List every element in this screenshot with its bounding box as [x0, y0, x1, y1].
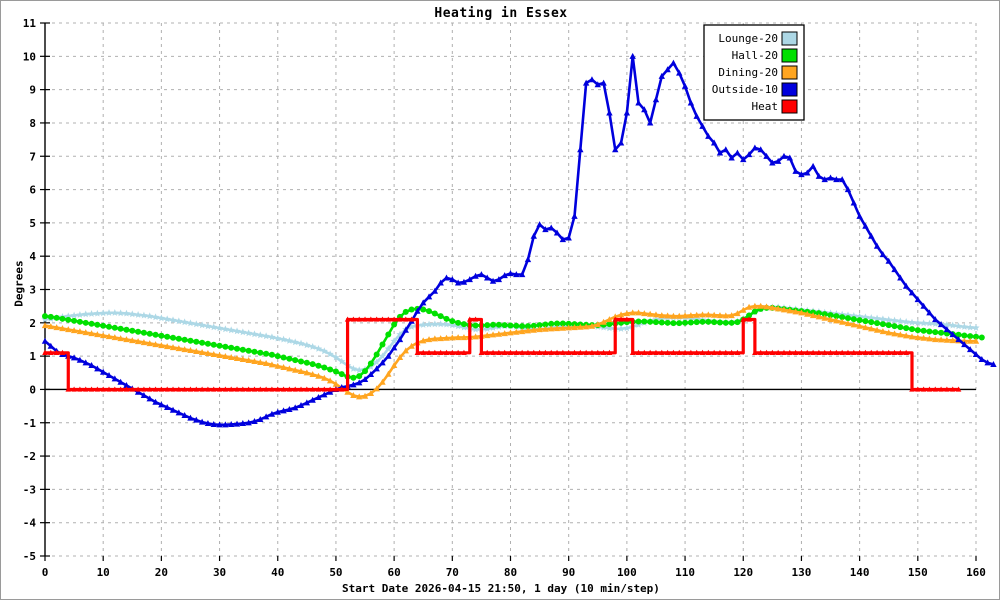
svg-text:10: 10: [97, 566, 110, 579]
legend-swatch-dining-20: [781, 65, 798, 80]
svg-text:50: 50: [329, 566, 342, 579]
x-axis-label: Start Date 2026-04-15 21:50, 1 day (10 m…: [342, 582, 660, 595]
grid-lines: [44, 22, 977, 557]
svg-text:100: 100: [617, 566, 637, 579]
data-series: [41, 52, 997, 428]
svg-text:20: 20: [155, 566, 168, 579]
legend-swatch-lounge-20: [781, 31, 798, 46]
legend-label-heat: Heat: [752, 100, 779, 113]
svg-text:160: 160: [966, 566, 986, 579]
svg-text:6: 6: [29, 184, 36, 197]
svg-text:140: 140: [850, 566, 870, 579]
svg-text:10: 10: [23, 50, 36, 63]
svg-text:0: 0: [42, 566, 49, 579]
svg-text:2: 2: [29, 317, 36, 330]
chart-title: Heating in Essex: [434, 6, 568, 21]
svg-text:11: 11: [23, 17, 37, 30]
svg-text:130: 130: [792, 566, 812, 579]
series-heat: [42, 316, 962, 392]
svg-text:-5: -5: [23, 550, 36, 563]
svg-text:7: 7: [29, 150, 36, 163]
legend-swatch-hall-20: [781, 48, 798, 63]
svg-text:-1: -1: [23, 417, 37, 430]
svg-text:40: 40: [271, 566, 284, 579]
svg-text:80: 80: [504, 566, 517, 579]
svg-text:-2: -2: [23, 450, 36, 463]
legend-label-hall-20: Hall-20: [732, 49, 778, 62]
svg-text:1: 1: [29, 350, 36, 363]
svg-text:8: 8: [29, 117, 36, 130]
svg-text:-4: -4: [23, 517, 37, 530]
svg-text:5: 5: [29, 217, 36, 230]
svg-text:3: 3: [29, 284, 36, 297]
legend-label-outside-10: Outside-10: [712, 83, 778, 96]
svg-text:150: 150: [908, 566, 928, 579]
svg-text:120: 120: [733, 566, 753, 579]
svg-text:90: 90: [562, 566, 575, 579]
legend-label-lounge-20: Lounge-20: [718, 32, 778, 45]
svg-text:110: 110: [675, 566, 695, 579]
legend-swatch-outside-10: [781, 82, 798, 97]
svg-text:70: 70: [446, 566, 459, 579]
chart-legend: Lounge-20 Hall-20 Dining-20 Outside-10 Heat: [703, 24, 805, 121]
series-outside-10: [41, 52, 997, 428]
legend-label-dining-20: Dining-20: [718, 66, 778, 79]
legend-swatch-heat: [781, 99, 798, 114]
series-hall-20: [42, 304, 985, 381]
svg-text:60: 60: [388, 566, 401, 579]
svg-text:-3: -3: [23, 483, 36, 496]
svg-text:0: 0: [29, 383, 36, 396]
svg-text:9: 9: [29, 84, 36, 97]
svg-text:4: 4: [29, 250, 36, 263]
svg-text:30: 30: [213, 566, 226, 579]
